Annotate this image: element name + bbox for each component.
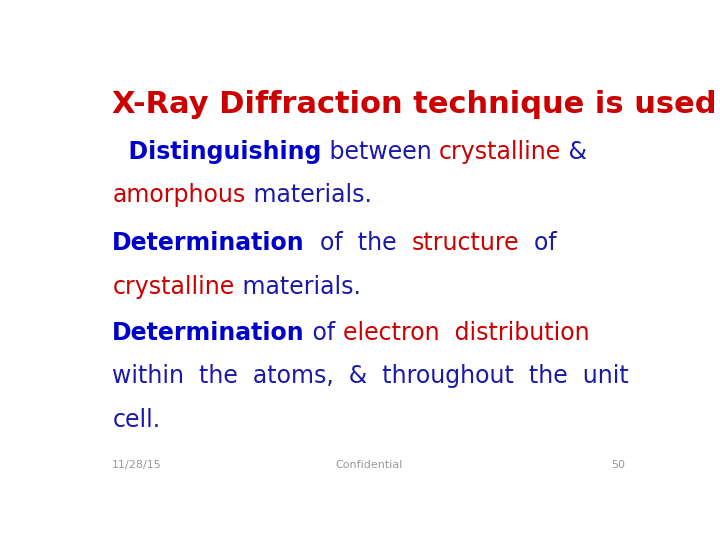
Text: Determination: Determination [112,321,305,345]
Text: within  the  atoms,  &  throughout  the  unit: within the atoms, & throughout the unit [112,364,629,388]
Text: of: of [305,321,343,345]
Text: crystalline: crystalline [439,140,561,164]
Text: between: between [322,140,439,164]
Text: crystalline: crystalline [112,275,235,299]
Text: 11/28/15: 11/28/15 [112,460,162,470]
Text: amorphous: amorphous [112,183,246,207]
Text: materials.: materials. [246,183,372,207]
Text: materials.: materials. [235,275,361,299]
Text: of  the: of the [305,231,412,255]
Text: Determination: Determination [112,231,305,255]
Text: Distinguishing: Distinguishing [112,140,322,164]
Text: &: & [561,140,588,164]
Text: of: of [519,231,557,255]
Text: electron  distribution: electron distribution [343,321,589,345]
Text: Confidential: Confidential [336,460,402,470]
Text: 50: 50 [612,460,626,470]
Text: cell.: cell. [112,408,161,432]
Text: X-Ray Diffraction technique is used to: X-Ray Diffraction technique is used to [112,90,720,119]
Text: structure: structure [412,231,519,255]
